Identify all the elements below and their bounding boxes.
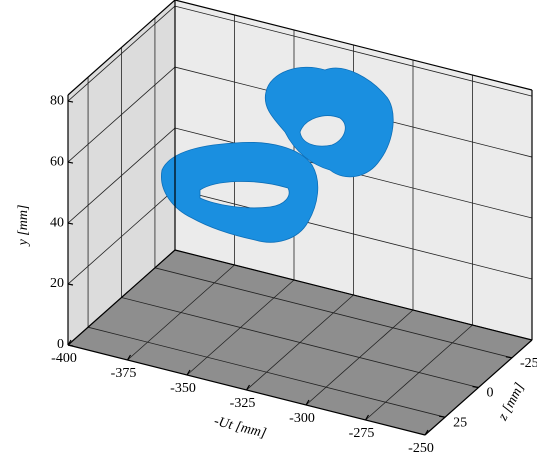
x-tick-label: -250	[408, 441, 434, 452]
tick-mark	[438, 415, 446, 418]
x-tick-label: -375	[111, 366, 137, 381]
tick-mark	[126, 354, 132, 361]
isosurface	[264, 66, 394, 178]
box-edge	[67, 249, 176, 346]
box-edge	[424, 339, 533, 436]
y-tick-label: 60	[50, 154, 64, 169]
box-edge	[67, 0, 176, 96]
z-tick-label: -25	[520, 356, 537, 371]
x-tick-label: -350	[170, 381, 196, 396]
z-tick-label: 0	[487, 386, 494, 401]
y-tick-label: 0	[57, 337, 64, 352]
grid-line	[121, 297, 479, 388]
box-edge	[67, 344, 426, 436]
grid-line	[154, 267, 513, 359]
x-tick-label: -275	[349, 426, 375, 441]
tick-mark	[67, 100, 74, 103]
y-tick-label: 20	[50, 276, 64, 291]
x-tick-label: -400	[51, 351, 77, 366]
isosurface	[161, 142, 319, 243]
tick-mark	[364, 414, 370, 421]
x-tick-label: -325	[230, 396, 256, 411]
tick-mark	[305, 399, 310, 406]
box-edges: 020406080-400-375-350-325-300-275-250-25…	[50, 0, 537, 452]
x-tick-label: -300	[289, 411, 315, 426]
y-tick-label: 40	[50, 215, 64, 230]
tick-mark	[245, 384, 251, 391]
tick-mark	[67, 283, 74, 286]
box-edge	[174, 249, 533, 341]
tick-mark	[505, 356, 513, 359]
x-axis-label: -Ut [mm]	[212, 414, 267, 441]
tick-mark	[67, 161, 74, 164]
tick-mark	[186, 369, 191, 376]
box-edge	[174, 0, 533, 91]
tick-mark	[472, 385, 479, 389]
z-tick-label: 25	[453, 415, 467, 430]
grid-line	[87, 326, 446, 418]
y-tick-label: 80	[50, 93, 64, 108]
z-axis-label: z [mm]	[495, 381, 528, 424]
y-axis-label: y [mm]	[16, 205, 31, 248]
isosurface-group	[161, 66, 394, 243]
tick-mark	[67, 222, 74, 225]
